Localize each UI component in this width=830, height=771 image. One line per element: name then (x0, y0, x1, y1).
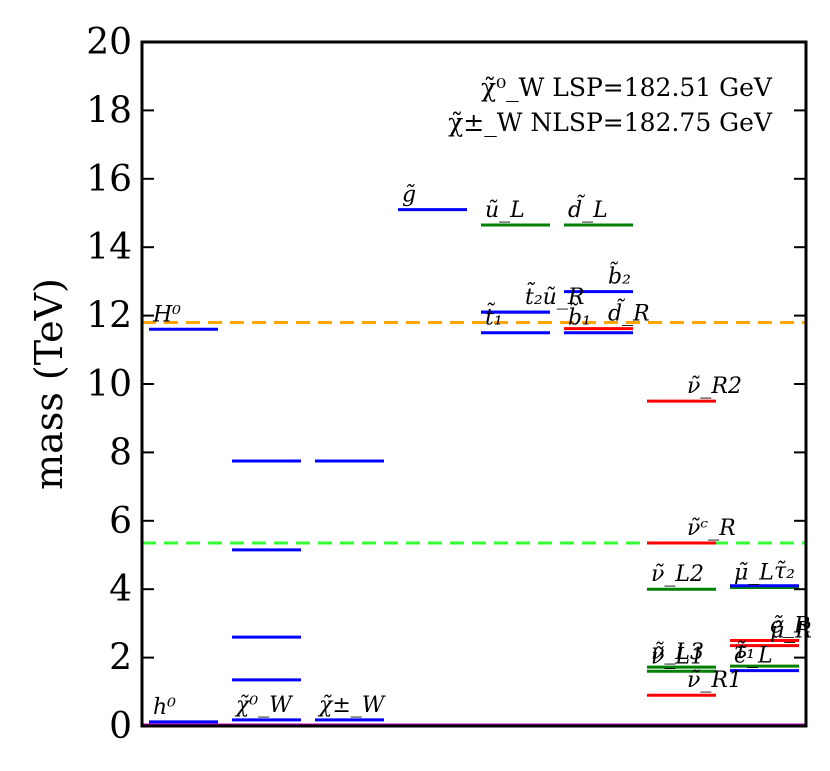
y-tick-label-10: 10 (86, 364, 132, 405)
level-label-tau1: τ̃₁ (734, 639, 755, 664)
y-tick-label-8: 8 (109, 432, 132, 473)
level-label-uL: ũ_L (485, 198, 525, 223)
level-label-h0: h⁰ (153, 695, 176, 720)
level-label-nuL3: ν̃_L3 (651, 640, 704, 665)
level-label-nuR1: ν̃_R1 (687, 668, 742, 693)
level-label-chi0-1: χ̃⁰_W (234, 693, 294, 718)
level-label-nuRc: ν̃ᶜ_R (687, 516, 736, 541)
level-label-nuL2: ν̃_L2 (651, 562, 704, 587)
y-tick-label-4: 4 (109, 569, 132, 610)
y-tick-label-20: 20 (86, 22, 132, 63)
level-label-gluino: g̃ (402, 183, 416, 208)
y-axis: 0 2 4 6 8 10 12 14 16 18 20 (86, 22, 806, 747)
level-label-dL: d̃_L (568, 193, 608, 223)
lsp-annotation: χ̃⁰_W LSP=182.51 GeV (481, 73, 773, 102)
nlsp-annotation: χ̃±_W NLSP=182.75 GeV (448, 108, 773, 137)
y-tick-label-6: 6 (109, 501, 132, 542)
level-label-muL: μ̃_L (734, 560, 774, 585)
level-label-b1: b̃₁ (568, 301, 591, 331)
level-label-chipm-1: χ̃±_W (317, 693, 387, 718)
level-label-t1: t̃₁ (485, 301, 503, 331)
level-label-H0: H⁰ (152, 302, 181, 327)
y-tick-label-16: 16 (86, 159, 132, 200)
level-label-muR: ẽ_R (770, 614, 811, 639)
y-tick-label-12: 12 (86, 296, 132, 337)
level-label-nuR2: ν̃_R2 (687, 374, 742, 399)
level-label-b2: b̃₂ (608, 260, 631, 290)
y-tick-label-18: 18 (86, 90, 132, 131)
plot-area: h⁰ H⁰ χ̃⁰_W χ̃±_W g̃ ũ_L t̃₁ t̃₂ũ_R d̃_L b̃₂ d̃_R b… (142, 183, 812, 727)
level-label-uR: t̃₂ũ_R (525, 280, 584, 310)
level-label-dR: d̃_R (608, 297, 650, 327)
y-axis-title: mass (TeV) (27, 278, 71, 490)
y-tick-label-0: 0 (109, 706, 132, 747)
y-tick-label-2: 2 (109, 638, 132, 679)
y-tick-label-14: 14 (86, 227, 132, 268)
level-label-nuL1: ν̃_L1 (651, 644, 704, 669)
level-label-eL: ẽ_L (734, 644, 773, 669)
level-label-tau2: τ̃₂ (774, 559, 795, 584)
